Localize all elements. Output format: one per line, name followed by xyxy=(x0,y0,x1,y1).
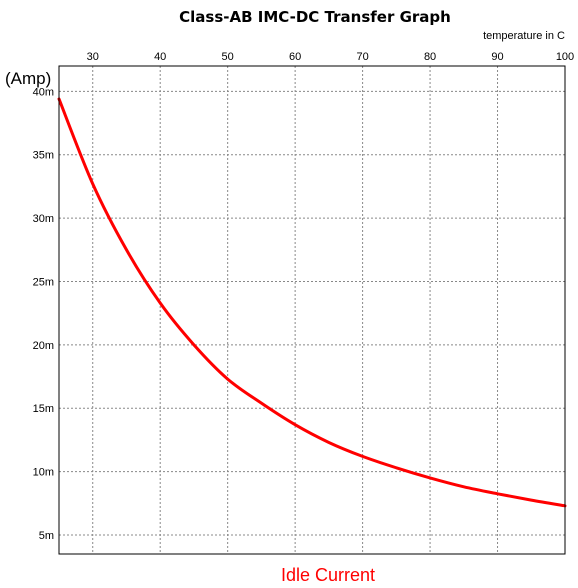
y-tick-label: 25m xyxy=(33,276,54,288)
series-layer xyxy=(57,97,567,508)
y-tick-label: 15m xyxy=(33,403,54,415)
x-tick-label: 70 xyxy=(356,51,368,63)
x-axis-label: temperature in C xyxy=(483,30,565,42)
x-tick-label: 40 xyxy=(154,51,166,63)
x-tick-label: 50 xyxy=(222,51,234,63)
y-tick-label: 40m xyxy=(33,86,54,98)
y-tick-label: 5m xyxy=(39,530,54,542)
plot-frame xyxy=(58,65,566,555)
y-tick-label: 35m xyxy=(33,150,54,162)
idle-current-line xyxy=(57,97,567,508)
y-tick-label: 30m xyxy=(33,213,54,225)
x-tick-label: 80 xyxy=(424,51,436,63)
y-axis-label: (Amp) xyxy=(5,69,51,88)
y-tick-label: 20m xyxy=(33,340,54,352)
x-tick-label: 60 xyxy=(289,51,301,63)
x-tick-label: 100 xyxy=(556,51,574,63)
grid xyxy=(59,66,565,554)
chart-caption: Idle Current xyxy=(281,565,375,585)
chart-title: Class-AB IMC-DC Transfer Graph xyxy=(179,8,451,26)
tick-labels: 30 40 50 60 70 80 90 100 5m 10m 15m 20m 25m 30m 35m 40m xyxy=(33,51,575,542)
x-tick-label: 90 xyxy=(491,51,503,63)
x-tick-label: 30 xyxy=(87,51,99,63)
y-tick-label: 10m xyxy=(33,467,54,479)
